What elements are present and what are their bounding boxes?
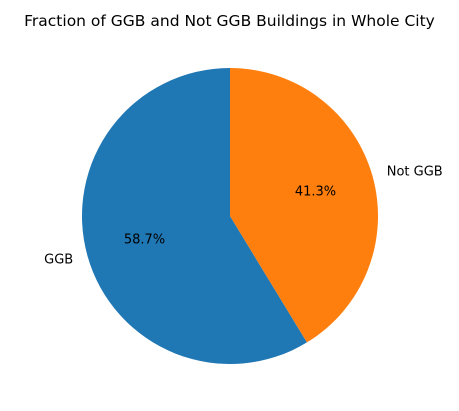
pie-slice-ggb bbox=[82, 68, 307, 364]
pie-value-label: 41.3% bbox=[295, 185, 336, 200]
pie-labels: 58.7% GGB 41.3% Not GGB bbox=[44, 165, 443, 268]
pie-category-label: Not GGB bbox=[387, 165, 443, 180]
chart-title: Fraction of GGB and Not GGB Buildings in… bbox=[24, 12, 435, 30]
pie-slices bbox=[82, 68, 379, 364]
pie-slice-not-ggb bbox=[230, 68, 379, 343]
pie-value-label: 58.7% bbox=[124, 232, 165, 247]
pie-category-label: GGB bbox=[44, 252, 73, 267]
